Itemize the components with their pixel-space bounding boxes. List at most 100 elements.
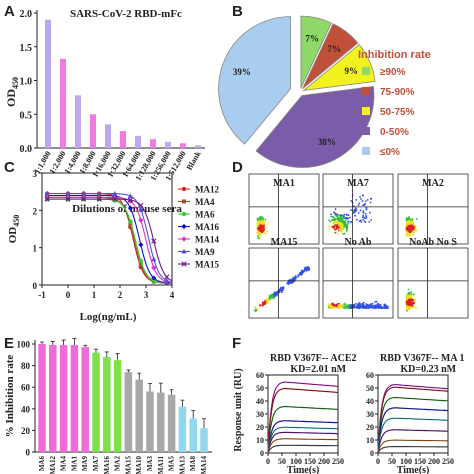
- chart-f-title: RBD V367F-- MA 1: [380, 353, 465, 364]
- chart-e-error-bar: [72, 338, 77, 346]
- chart-c-point: [164, 278, 170, 283]
- flow-event: [410, 221, 413, 224]
- flow-event: [376, 306, 379, 309]
- chart-c-point: [65, 190, 71, 196]
- flow-event: [260, 229, 262, 232]
- flow-event: [328, 304, 331, 307]
- chart-f-series-line: [377, 445, 448, 454]
- chart-c-point: [127, 197, 134, 203]
- chart-e-error-bar: [169, 389, 174, 395]
- chart-f-xtick-label: 50: [388, 457, 396, 466]
- flow-event: [334, 231, 337, 234]
- flow-event: [329, 220, 332, 223]
- flow-event: [337, 233, 339, 236]
- flow-plot: NoAb No S: [397, 237, 469, 319]
- chart-b-legend-swatch: [362, 147, 370, 155]
- chart-e-xtick-label: MA5: [168, 456, 176, 472]
- panel-label-e: E: [4, 335, 14, 352]
- flow-event: [385, 307, 388, 309]
- chart-e-xtick-label: MA15: [124, 456, 132, 474]
- chart-f-fit-line: [377, 429, 448, 454]
- chart-f-fit-line: [267, 420, 338, 454]
- chart-f-fit-line: [377, 407, 448, 454]
- flow-event: [369, 201, 372, 204]
- flow-event: [259, 234, 262, 237]
- flow-event: [341, 214, 344, 217]
- flow-event: [378, 306, 380, 309]
- panel-b: B 7% 7% 9% 38% 39% Inhibition rate ≥90% 75-90…: [218, 3, 431, 168]
- flow-event: [335, 303, 338, 306]
- flow-event: [362, 214, 365, 217]
- chart-c-point: [181, 223, 187, 230]
- chart-e-xtick-label: MA13: [178, 456, 186, 474]
- flow-event: [411, 227, 414, 230]
- chart-a-bar: [75, 95, 81, 148]
- chart-c-ytick-label: 3: [33, 169, 38, 179]
- flow-event: [256, 308, 259, 311]
- flow-event: [360, 221, 363, 223]
- chart-b-legend-title: Inhibition rate: [358, 49, 431, 61]
- chart-e-bar: [146, 391, 154, 452]
- chart-c-legend-label: MA4: [195, 197, 215, 207]
- flow-event: [289, 281, 292, 284]
- flow-event: [263, 227, 266, 230]
- flow-event: [280, 286, 282, 289]
- flow-event: [330, 215, 332, 218]
- chart-f-ytick-label: 20: [366, 423, 374, 432]
- panel-label-a: A: [4, 3, 15, 20]
- flow-event: [412, 305, 415, 308]
- chart-e-bar: [49, 345, 57, 452]
- flow-event: [377, 305, 379, 308]
- flow-event: [278, 291, 281, 294]
- flow-event: [339, 230, 342, 233]
- chart-c-ytick-label: 1: [33, 244, 38, 254]
- chart-f-xtick-label: 50: [278, 457, 286, 466]
- flow-event: [349, 216, 351, 219]
- flow-event: [412, 223, 415, 226]
- chart-c-point: [164, 274, 170, 280]
- flow-event: [357, 305, 360, 308]
- chart-f-series-line: [377, 429, 448, 454]
- flow-event: [264, 232, 267, 235]
- flow-event: [260, 215, 262, 218]
- chart-f-series-line: [377, 417, 448, 454]
- flow-event: [362, 301, 365, 304]
- chart-f-fit-line: [267, 388, 338, 454]
- chart-a-title: SARS-CoV-2 RBD-mFc: [70, 8, 182, 20]
- flow-event: [357, 204, 360, 207]
- flow-event: [356, 304, 359, 307]
- flow-event: [407, 288, 410, 291]
- chart-c-point: [181, 236, 187, 242]
- flow-event: [328, 225, 330, 228]
- flow-event: [342, 232, 345, 235]
- flow-event: [343, 213, 346, 216]
- flow-event: [387, 305, 389, 308]
- flow-event: [374, 304, 377, 307]
- chart-f-fit-line: [377, 397, 448, 454]
- chart-f-ytick-label: 40: [256, 397, 264, 406]
- chart-c-point: [128, 222, 133, 227]
- chart-e-xtick-label: MA8: [189, 456, 197, 472]
- chart-b-slice: [255, 86, 375, 168]
- flow-event: [337, 306, 340, 309]
- chart-b-legend-swatch: [362, 107, 370, 115]
- flow-event: [374, 306, 376, 309]
- flow-event: [384, 305, 387, 308]
- chart-f-series-line: [267, 387, 338, 454]
- flow-event: [258, 218, 260, 221]
- flow-event: [330, 213, 332, 216]
- flow-event: [362, 204, 365, 207]
- chart-b-slice-label: 38%: [318, 137, 336, 147]
- chart-c-point: [80, 196, 87, 202]
- flow-event: [336, 218, 339, 221]
- chart-e-xtick-label: MA9: [81, 456, 89, 472]
- chart-c-xtick-label: -1: [38, 290, 46, 300]
- chart-c-point: [128, 219, 133, 224]
- flow-event: [259, 217, 261, 220]
- chart-e-error-bar: [191, 410, 196, 419]
- flow-event: [350, 220, 352, 223]
- flow-event: [254, 306, 257, 308]
- chart-f-title: RBD V367F-- ACE2: [270, 353, 356, 364]
- chart-c-ytick-label: 0: [33, 281, 38, 291]
- flow-event: [340, 230, 343, 233]
